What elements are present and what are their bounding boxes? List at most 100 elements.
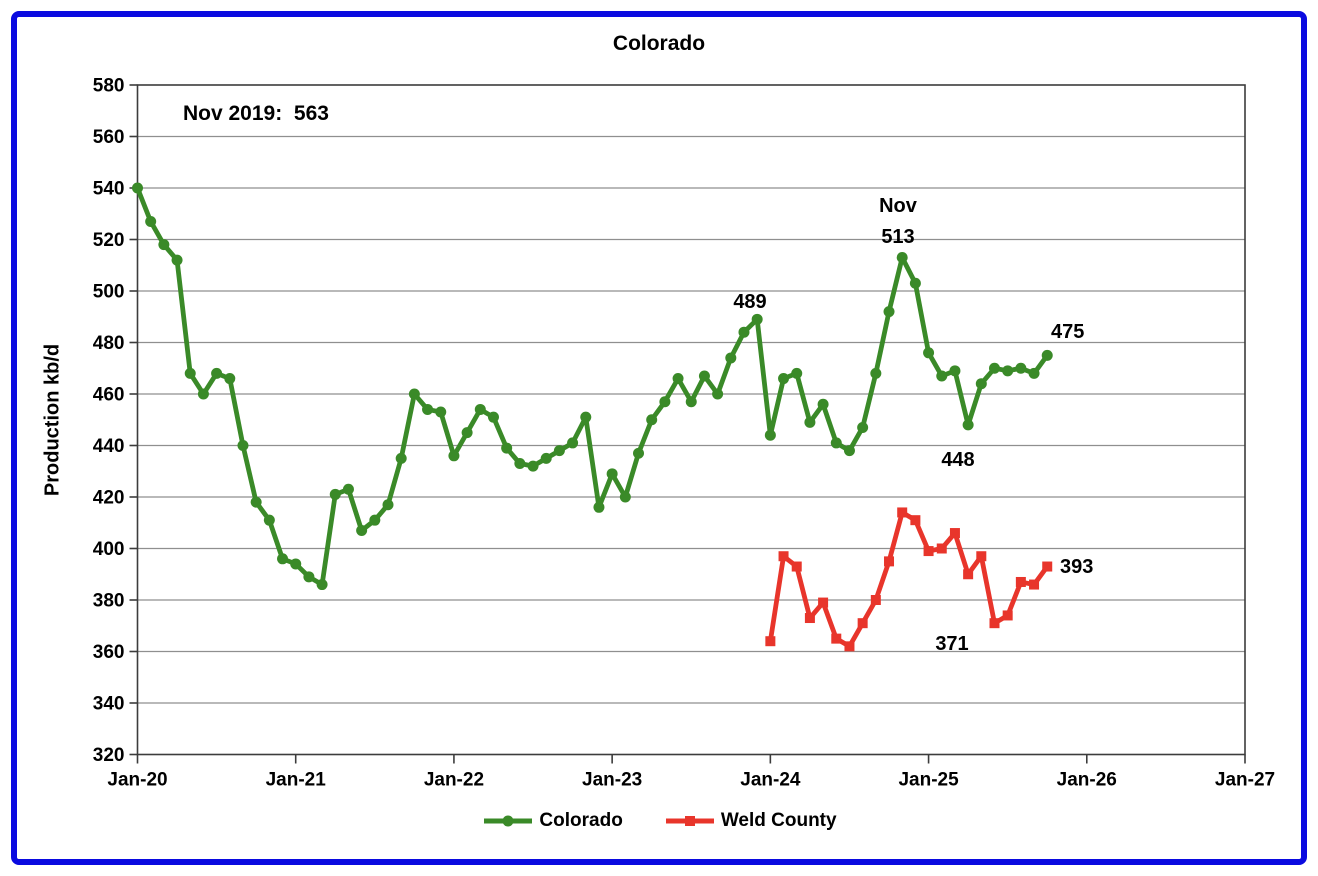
data-point-colorado	[857, 421, 869, 433]
data-point-weld-county	[1015, 576, 1026, 587]
data-point-colorado	[316, 579, 328, 591]
data-point-colorado	[369, 514, 381, 526]
data-point-colorado	[751, 313, 763, 325]
data-point-colorado	[487, 411, 499, 423]
data-point-colorado	[896, 252, 908, 264]
data-point-colorado	[962, 419, 974, 431]
x-axis-label: Jan-27	[1215, 770, 1275, 791]
data-point-colorado	[184, 367, 196, 379]
data-point-colorado	[474, 403, 486, 415]
data-point-colorado	[738, 326, 750, 338]
weld-county-line-marker-icon	[665, 816, 714, 826]
data-point-weld-county	[778, 551, 789, 562]
data-point-colorado	[593, 501, 605, 513]
y-axis-label: 580	[93, 76, 125, 97]
data-point-colorado	[883, 306, 895, 318]
legend-label-colorado: Colorado	[539, 810, 623, 831]
data-point-colorado	[843, 445, 855, 457]
y-axis-label: 420	[93, 488, 125, 509]
y-axis-label: 360	[93, 642, 125, 663]
data-point-colorado	[580, 411, 592, 423]
data-point-colorado	[277, 553, 289, 565]
data-point-weld-county	[804, 613, 815, 624]
data-point-colorado	[659, 396, 671, 408]
data-point-colorado	[501, 442, 513, 454]
x-axis-label: Jan-26	[1057, 770, 1117, 791]
data-point-colorado	[646, 414, 658, 426]
series-line-weld-county	[767, 510, 1050, 649]
data-point-colorado	[791, 367, 803, 379]
data-point-colorado	[263, 514, 275, 526]
x-axis-label: Jan-24	[740, 770, 801, 791]
data-point-colorado	[830, 437, 842, 449]
data-point-colorado	[158, 239, 170, 251]
data-point-colorado	[923, 347, 935, 359]
annotation-label: 448	[941, 449, 974, 471]
data-point-colorado	[1041, 349, 1053, 361]
annotation-label: 393	[1060, 556, 1093, 578]
data-point-weld-county	[976, 551, 987, 562]
data-point-colorado	[804, 416, 816, 428]
annotation-label: Nov	[879, 195, 918, 217]
data-point-weld-county	[936, 543, 947, 554]
y-axis-label: 320	[93, 745, 125, 766]
x-axis-label: Jan-25	[898, 770, 959, 791]
data-point-colorado	[1028, 367, 1040, 379]
data-point-weld-county	[1042, 561, 1053, 572]
data-point-colorado	[356, 524, 368, 536]
data-point-colorado	[817, 398, 829, 410]
annotation-label: 371	[935, 633, 968, 655]
data-point-colorado	[250, 496, 262, 508]
data-point-weld-county	[765, 636, 776, 647]
data-point-colorado	[712, 388, 724, 400]
data-point-colorado	[619, 491, 631, 503]
data-point-colorado	[870, 367, 882, 379]
y-axis-label: 380	[93, 591, 125, 612]
y-axis-label: 480	[93, 333, 125, 354]
x-axis-label: Jan-21	[266, 770, 327, 791]
data-point-colorado	[698, 370, 710, 382]
legend-item-weld-county: Weld County	[663, 810, 837, 832]
data-point-weld-county	[884, 556, 895, 567]
y-axis-label: 340	[93, 694, 125, 715]
series-line-colorado	[135, 185, 1050, 587]
data-point-colorado	[395, 452, 407, 464]
x-axis-label: Jan-20	[107, 770, 167, 791]
annotation-label: Nov 2019: 563	[183, 102, 329, 125]
data-point-weld-county	[1002, 610, 1013, 621]
data-point-colorado	[303, 571, 315, 583]
data-point-colorado	[553, 445, 565, 457]
annotation-label: 513	[881, 226, 914, 248]
data-point-colorado	[633, 447, 645, 459]
data-point-weld-county	[870, 595, 881, 605]
data-point-weld-county	[844, 641, 855, 652]
data-point-colorado	[909, 277, 921, 289]
y-axis-label: 560	[93, 127, 125, 148]
data-point-colorado	[211, 367, 223, 379]
data-point-colorado	[342, 483, 354, 495]
data-point-colorado	[171, 254, 183, 266]
data-point-colorado	[197, 388, 209, 400]
data-point-weld-county	[857, 618, 868, 629]
data-point-colorado	[1002, 365, 1014, 377]
annotation-label: 489	[733, 291, 766, 313]
data-point-weld-county	[831, 633, 842, 644]
data-point-colorado	[540, 452, 552, 464]
x-axis-label: Jan-23	[582, 770, 642, 791]
data-point-colorado	[435, 406, 447, 418]
x-axis-label: Jan-22	[424, 770, 484, 791]
data-point-weld-county	[791, 561, 802, 572]
legend: Colorado Weld County	[0, 810, 1318, 832]
legend-label-weld-county: Weld County	[720, 810, 837, 831]
data-point-colorado	[606, 468, 618, 480]
data-point-weld-county	[963, 569, 974, 580]
data-point-colorado	[237, 440, 249, 451]
annotation-label: 475	[1051, 321, 1084, 343]
legend-item-colorado: Colorado	[481, 810, 623, 832]
y-axis-label: 540	[93, 179, 125, 200]
data-point-weld-county	[897, 507, 908, 518]
data-point-weld-county	[989, 618, 1000, 629]
data-point-colorado	[448, 450, 460, 462]
y-axis-label: 500	[93, 282, 125, 303]
